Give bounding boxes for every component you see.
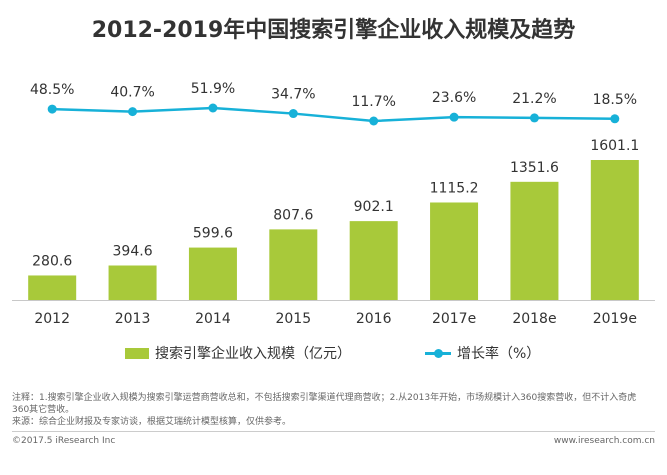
legend-item-revenue: 搜索引擎企业收入规模（亿元） [125,343,351,363]
bar-value-label: 1115.2 [430,180,479,196]
bar-value-label: 1351.6 [510,160,559,176]
legend-item-growth: 增长率（%） [425,343,540,363]
x-tick-label: 2016 [356,311,392,327]
growth-value-label: 40.7% [110,85,154,101]
bar-value-label: 394.6 [113,243,153,259]
growth-point-2018e [529,113,539,123]
x-tick-label: 2012 [34,311,70,327]
legend: 搜索引擎企业收入规模（亿元） 增长率（%） [0,343,667,365]
x-tick-label: 2019e [593,311,637,327]
bar-value-label: 599.6 [193,226,233,242]
growth-value-label: 48.5% [30,82,74,98]
bar-value-label: 807.6 [273,207,313,223]
chart-title: 2012-2019年中国搜索引擎企业收入规模及趋势 [91,18,576,43]
bar-value-label: 280.6 [32,253,72,269]
bar-2013 [108,265,157,300]
note-line-2: 来源：综合企业财报及专家访谈，根据艾瑞统计模型核算，仅供参考。 [12,417,292,427]
footer-url: www.iresearch.com.cn [553,436,655,446]
growth-value-label: 11.7% [351,94,395,110]
bar-2017e [430,202,479,300]
bars-layer: 280.6 394.6 599.6 807.6 902.1 1115.2 1351.6 160… [28,138,639,300]
growth-point-2017e [449,112,459,122]
x-tick-labels: 2012 2013 2014 2015 2016 2017e 2018e 2019e [34,311,637,327]
growth-value-label: 18.5% [593,92,637,108]
x-tick-label: 2014 [195,311,231,327]
bar-2012 [28,275,77,300]
chart-area: 280.6 394.6 599.6 807.6 902.1 1115.2 1351.6 160… [12,81,655,327]
x-tick-label: 2015 [275,311,311,327]
legend-line-swatch [425,348,451,359]
bar-value-label: 902.1 [354,199,394,215]
bar-2016 [349,221,398,300]
x-tick-label: 2013 [115,311,151,327]
growth-point-2019e [610,114,620,124]
growth-line [52,106,615,123]
growth-point-2016 [369,116,379,126]
x-tick-label: 2018e [512,311,556,327]
growth-value-label: 23.6% [432,90,476,106]
growth-point-2014 [208,103,218,113]
growth-point-2012 [47,104,57,114]
growth-value-label: 51.9% [191,81,235,97]
note-line-1: 注释：1.搜索引擎企业收入规模为搜索引擎运营商营收总和，不包括搜索引擎渠道代理商… [12,393,637,415]
footer-divider [12,431,655,432]
growth-point-2013 [128,107,138,117]
legend-line-label: 增长率（%） [457,346,541,362]
legend-bar-label: 搜索引擎企业收入规模（亿元） [155,346,351,362]
bar-2015 [269,229,318,300]
x-tick-label: 2017e [432,311,476,327]
growth-point-2015 [288,109,298,119]
bar-2014 [188,247,237,300]
bar-value-label: 1601.1 [590,138,639,154]
legend-bar-swatch [125,347,149,359]
notes: 注释：1.搜索引擎企业收入规模为搜索引擎运营商营收总和，不包括搜索引擎渠道代理商… [12,392,652,428]
bar-2019e [590,160,639,300]
growth-line-layer: 48.5% 40.7% 51.9% 34.7% 11.7% 23.6% 21.2% 18.5% [30,81,637,126]
growth-value-label: 34.7% [271,87,315,103]
footer-copyright: ©2017.5 iResearch Inc [12,436,116,446]
bar-2018e [510,181,559,300]
growth-value-label: 21.2% [512,91,556,107]
